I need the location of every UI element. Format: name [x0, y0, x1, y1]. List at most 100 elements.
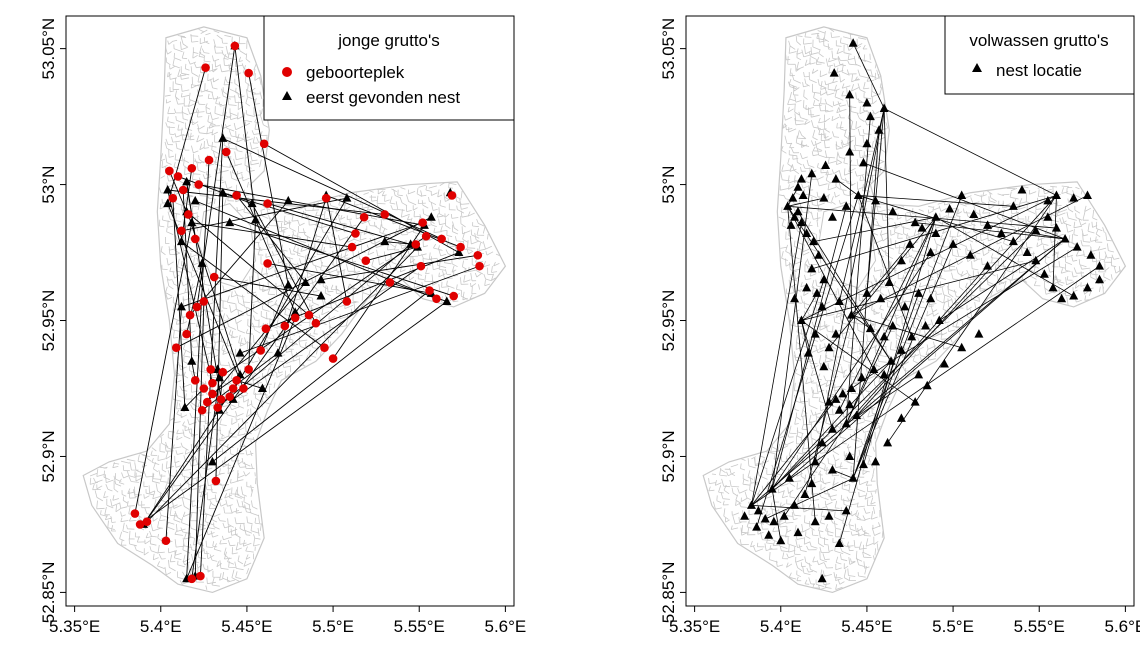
nest-triangle: [802, 228, 812, 238]
connector-line: [167, 189, 213, 384]
nest-triangle: [888, 206, 898, 216]
nest-triangle: [796, 315, 806, 325]
left-legend-born-symbol: [282, 67, 292, 77]
birthplace-point: [201, 63, 210, 72]
connector-line: [845, 265, 988, 425]
birthplace-point: [290, 313, 300, 323]
nest-triangle: [796, 174, 806, 183]
birthplace-point: [263, 199, 272, 208]
nest-triangle: [803, 348, 813, 357]
connector-line: [186, 211, 310, 316]
nest-triangle: [187, 217, 197, 227]
birthplace-point: [411, 240, 421, 249]
nest-triangle: [845, 399, 855, 409]
nest-triangle: [247, 198, 257, 208]
x-tick-label: 5.55°E: [1014, 617, 1065, 636]
nest-triangle: [1069, 193, 1079, 202]
nest-triangle: [752, 522, 762, 531]
nest-triangle: [871, 456, 881, 466]
right-y-axis: 52.85°N 52.9°N 52.95°N 53°N 53.05°N: [659, 18, 686, 623]
right-legend-title: volwassen grutto's: [969, 31, 1108, 50]
lake-outline: [198, 203, 257, 289]
nest-triangle: [1051, 223, 1061, 232]
connector-line: [838, 217, 937, 411]
connector-line: [756, 195, 859, 528]
connector-line: [751, 505, 847, 512]
connector-line: [787, 206, 875, 370]
birthplace-point: [359, 212, 369, 222]
birthplace-point: [232, 191, 241, 200]
connector-line: [365, 246, 418, 262]
birthplace-point: [221, 147, 231, 157]
left-data-points: [130, 40, 484, 584]
birthplace-point: [437, 234, 446, 244]
left-legend-nest-label: eerst gevonden nest: [306, 88, 460, 107]
nest-triangle: [214, 372, 224, 382]
nest-triangle: [917, 223, 927, 232]
connector-line: [801, 320, 916, 403]
nest-triangle: [817, 301, 827, 311]
birthplace-point: [190, 376, 200, 385]
right-legend-nest-symbol: [972, 63, 982, 72]
x-tick-label: 5.6°E: [484, 617, 526, 636]
nest-triangle: [845, 451, 855, 460]
nest-triangle: [1082, 282, 1092, 292]
nest-triangle: [841, 505, 851, 515]
birthplace-point: [259, 139, 269, 149]
nest-triangle: [983, 220, 993, 229]
nest-triangle: [957, 190, 967, 199]
nest-triangle: [746, 500, 756, 509]
connector-line: [215, 192, 224, 481]
birthplace-point: [342, 297, 352, 306]
right-legend: volwassen grutto's nest locatie: [944, 15, 1135, 95]
connector-line: [852, 195, 963, 479]
nest-triangle: [896, 345, 906, 354]
connector-line: [260, 284, 289, 351]
birthplace-point: [161, 536, 171, 546]
y-tick-label: 53°N: [659, 166, 678, 204]
nest-triangle: [1008, 236, 1018, 246]
nest-triangle: [886, 356, 896, 365]
nest-triangle: [283, 280, 293, 289]
nest-triangle: [846, 310, 856, 319]
connector-line: [751, 238, 1066, 506]
y-tick-label: 52.85°N: [39, 562, 58, 624]
nest-triangle: [827, 212, 837, 221]
birthplace-point: [206, 365, 216, 374]
nest-triangle: [788, 193, 798, 202]
x-tick-label: 5.5°E: [312, 617, 354, 636]
nest-triangle: [786, 220, 796, 229]
nest-triangle: [910, 217, 920, 227]
nest-triangle: [316, 274, 326, 284]
right-legend-box: [944, 15, 1135, 95]
nest-triangle: [819, 193, 829, 202]
nest-triangle: [834, 405, 844, 414]
birthplace-point: [321, 193, 331, 203]
nest-triangle: [163, 198, 173, 208]
connector-line: [1052, 195, 1057, 288]
nest-triangle: [1069, 291, 1079, 300]
nest-triangle: [251, 214, 261, 224]
birthplace-point: [385, 278, 395, 287]
birthplace-point: [165, 166, 174, 176]
connector-line: [181, 241, 325, 349]
birthplace-point: [280, 321, 290, 331]
nest-triangle: [824, 511, 834, 520]
birthplace-point: [173, 172, 183, 181]
nest-triangle: [753, 505, 763, 515]
nest-triangle: [1031, 255, 1041, 265]
connector-line: [801, 293, 818, 321]
birthplace-point: [218, 367, 228, 377]
nest-triangle: [974, 329, 984, 338]
birthplace-point: [416, 261, 426, 271]
right-x-axis: 5.35°E 5.4°E 5.45°E 5.5°E 5.55°E 5.6°E: [669, 606, 1140, 636]
connector-line: [863, 217, 937, 465]
nest-triangle: [926, 293, 936, 303]
nest-triangle: [163, 185, 173, 194]
birthplace-point: [456, 242, 465, 252]
nest-triangle: [900, 301, 910, 311]
birthplace-point: [192, 302, 202, 312]
connector-line: [751, 399, 837, 506]
nest-triangle: [853, 190, 863, 199]
